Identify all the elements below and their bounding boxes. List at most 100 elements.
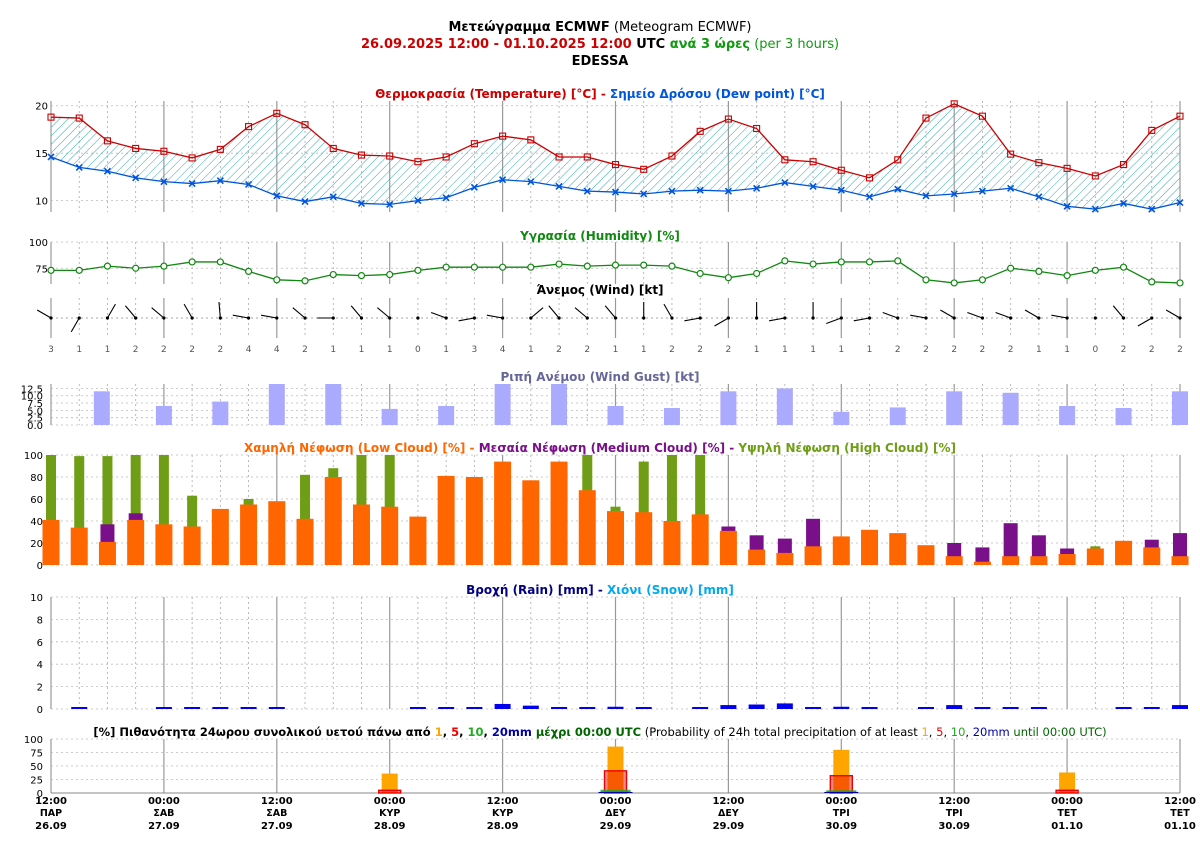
temperature-point [555, 153, 563, 161]
x-axis-day-label: ΚΥΡ [492, 808, 513, 819]
temperature-point [301, 121, 309, 129]
humidity-point [1091, 266, 1099, 274]
dewpoint-point [781, 179, 789, 187]
x-axis-date-label: 29.09 [713, 821, 745, 832]
wind-barb [1024, 309, 1040, 319]
wind-gust-bar [720, 391, 737, 425]
rain-bar [635, 707, 652, 709]
rain-bar [776, 703, 793, 709]
wind-barb [1137, 317, 1153, 327]
temperature-point [781, 156, 789, 164]
dewpoint-point [386, 200, 394, 208]
dewpoint-point [668, 187, 676, 195]
wind-speed-label: 2 [951, 345, 957, 355]
wind-dot [698, 316, 702, 320]
rain-bar [1115, 707, 1132, 709]
wind-barb [882, 312, 898, 319]
wind-title: Άνεμος (Wind) [kt] [536, 283, 663, 297]
low-cloud-bar [240, 504, 258, 565]
rain-bar [438, 707, 455, 709]
probability-bar-20mm [598, 791, 633, 793]
rain-bar [833, 706, 850, 709]
wind-barb [1112, 305, 1124, 319]
humidity-ytick: 100 [29, 238, 48, 249]
wind-speed-label: 2 [189, 345, 195, 355]
rain-bar [974, 707, 991, 709]
low-cloud-bar [155, 524, 173, 565]
wind-speed-label: 2 [217, 345, 223, 355]
humidity-point [1148, 278, 1156, 286]
wind-gust-bar [1172, 391, 1188, 425]
wind-speed-label: 0 [1092, 345, 1098, 355]
dewpoint-point [583, 187, 591, 195]
dewpoint-point [837, 186, 845, 194]
low-cloud-bar [98, 541, 116, 565]
wind-dot [416, 316, 420, 320]
low-cloud-bar [748, 549, 766, 565]
humidity-point [781, 257, 789, 265]
probability-bar-20mm [824, 791, 859, 793]
wind-speed-label: 1 [754, 345, 760, 355]
temperature-title-part: Σημείο Δρόσου (Dew point) [°C] [610, 87, 825, 101]
humidity-point [301, 277, 309, 285]
dewpoint-point [414, 197, 422, 205]
x-axis-time-label: 00:00 [148, 796, 180, 807]
temperature-point [75, 114, 83, 122]
low-cloud-bar [1086, 548, 1104, 565]
wind-speed-label: 2 [302, 345, 308, 355]
x-axis-date-label: 27.09 [261, 821, 293, 832]
humidity-point [753, 269, 761, 278]
wind-speed-label: 1 [782, 345, 788, 355]
dewpoint-point [611, 188, 620, 196]
wind-speed-label: 2 [133, 345, 139, 355]
humidity-point [583, 262, 591, 270]
humidity-point [75, 266, 83, 274]
rain-bar [409, 707, 426, 709]
dewpoint-point [724, 187, 732, 195]
wind-gust-bar [438, 405, 455, 425]
x-axis-day-label: ΤΡΙ [833, 808, 850, 819]
wind-gust-bar [607, 405, 624, 425]
dewpoint-point [75, 163, 83, 171]
x-axis-time-label: 12:00 [487, 796, 519, 807]
humidity-point [894, 257, 902, 265]
wind-speed-label: 1 [387, 345, 393, 355]
x-axis-day-label: ΔΕΥ [605, 808, 626, 819]
probability-title-part: , [483, 725, 491, 739]
wind-speed-label: 1 [76, 345, 82, 355]
temperature-point [245, 123, 253, 131]
low-cloud-bar [465, 477, 483, 565]
temperature-point [160, 147, 168, 155]
humidity-point [329, 270, 337, 279]
probability-bar-1 [1059, 772, 1076, 793]
rain-bar [692, 707, 709, 709]
temperature-point [922, 114, 930, 122]
wind-speed-label: 3 [472, 345, 478, 355]
wind-speed-label: 1 [330, 345, 336, 355]
low-cloud-bar [522, 480, 540, 565]
dewpoint-point [160, 178, 168, 186]
dewpoint-point [696, 186, 704, 194]
wind-speed-label: 1 [613, 345, 619, 355]
humidity-point [1176, 279, 1184, 287]
temperature-point [1007, 150, 1015, 158]
humidity-point [555, 260, 563, 268]
dewpoint-point [132, 174, 140, 182]
humidity-point [1119, 263, 1128, 271]
wind-speed-label: 2 [1008, 345, 1014, 355]
low-cloud-bar [127, 519, 145, 565]
wind-speed-label: 0 [415, 345, 421, 355]
high-cloud-bar [46, 455, 56, 565]
wind-gust-ytick: 0.0 [27, 421, 43, 432]
humidity-point [978, 276, 987, 284]
low-cloud-bar [437, 475, 455, 565]
probability-title-part: , [965, 725, 972, 739]
low-cloud-bar [1030, 556, 1048, 565]
probability-title-part: μέχρι 00:00 UTC [532, 725, 641, 739]
humidity-point [188, 258, 196, 266]
probability-title-part: , [443, 725, 451, 739]
header-step-bold: ανά 3 ώρες [670, 37, 750, 52]
humidity-point [1063, 272, 1071, 280]
rain-bar [71, 707, 88, 709]
